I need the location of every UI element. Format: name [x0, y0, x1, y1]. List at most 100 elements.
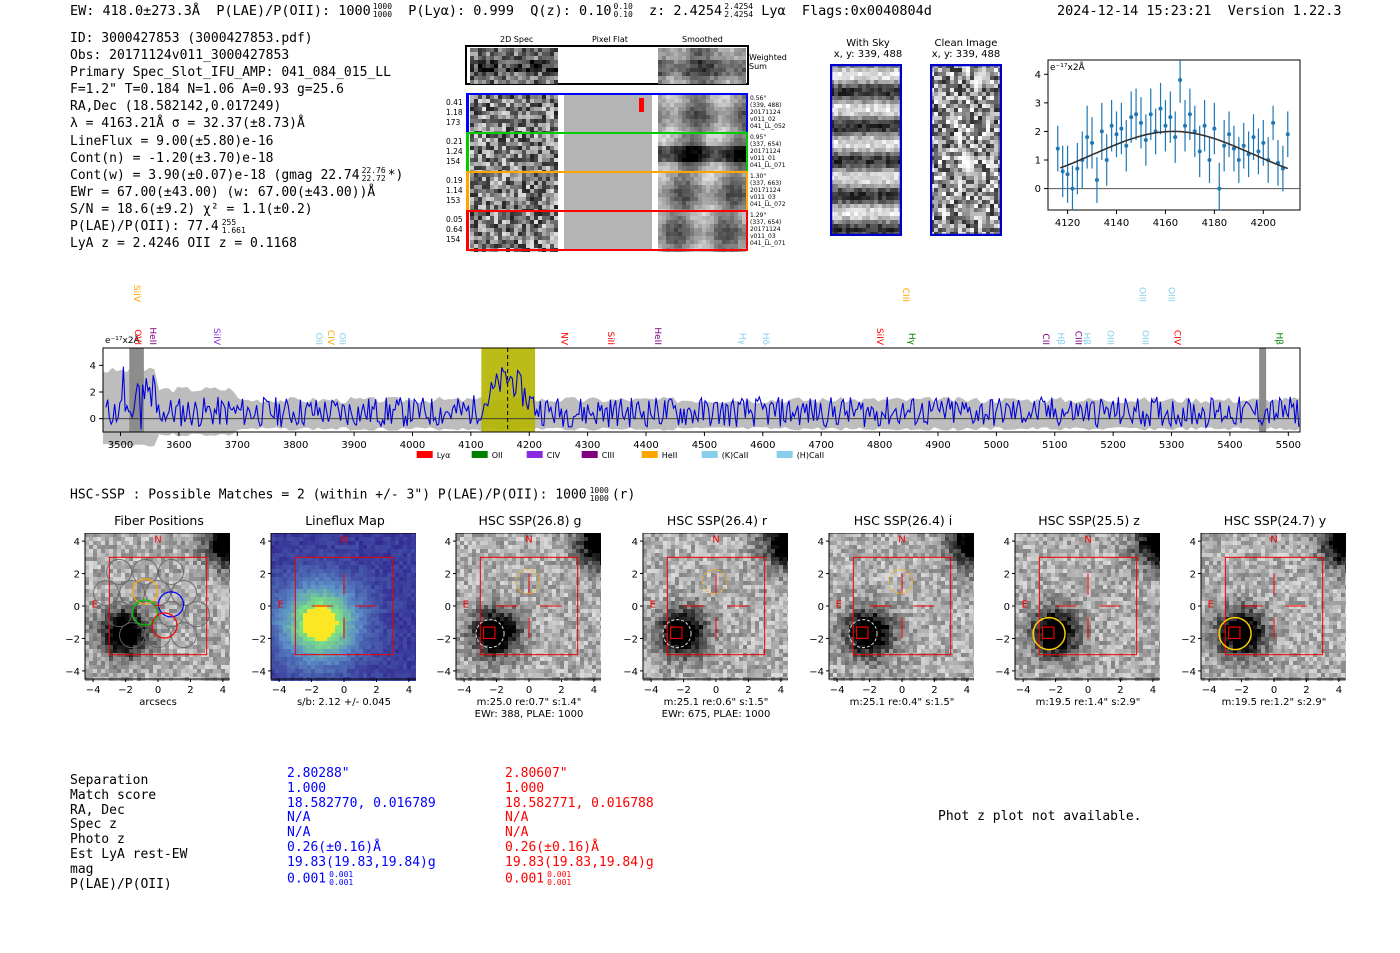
- info-contn: Cont(n) = -1.20(±3.70)e-18: [70, 150, 274, 166]
- spec-highlight: [481, 348, 536, 432]
- spec-xtick-label: 4800: [867, 440, 892, 451]
- compass-north: N: [340, 535, 347, 546]
- hsc-xtick-label: −2: [118, 685, 133, 696]
- info-contw-hi: 22.76: [361, 166, 386, 176]
- zoom-ytick-label: 2: [1035, 127, 1041, 138]
- zoom-data-point: [1099, 129, 1104, 134]
- cutout-right-value: 041_LL_071: [750, 162, 786, 169]
- cutout-header-smoothed: Smoothed: [682, 35, 723, 44]
- spec-mask-right: [1259, 348, 1267, 432]
- hsc-panel-3: 4 2 0 −2 −4 −4 −2 0 2 4 N E: [623, 533, 788, 696]
- hsc-panel-title: HSC SSP(24.7) y: [1223, 513, 1327, 528]
- fiber-red: [151, 612, 178, 639]
- spec-line-label: CIV: [1172, 330, 1182, 346]
- match-red-value: 1.000: [505, 780, 545, 796]
- header-plae: P(LAE)/P(OII): 1000: [216, 3, 371, 19]
- match-red-plae: 0.001: [505, 871, 545, 887]
- fiber-circle: [132, 558, 158, 585]
- hsc-xtick-label: 4: [220, 685, 226, 696]
- zoom-data-point: [1119, 126, 1124, 131]
- spec-line-label: SiIV: [131, 285, 141, 303]
- cutout-right-value: 0.95": [750, 134, 767, 141]
- hsc-panel-title: Lineflux Map: [305, 513, 385, 528]
- hsc-summary-text: HSC-SSP : Possible Matches = 2 (within +…: [70, 487, 587, 503]
- zoom-data-point: [1065, 172, 1070, 177]
- match-red-value: 0.26(±0.16)Å: [505, 839, 599, 855]
- zoom-data-point: [1256, 149, 1261, 154]
- info-lineflux: LineFlux = 9.00(±5.80)e-16: [70, 133, 274, 149]
- match-red-value: 2.80607": [505, 766, 568, 781]
- hsc-summary-end: (r): [611, 487, 636, 503]
- match-row-label: Est LyA rest-EW: [70, 846, 188, 862]
- hsc-summary-hi: 1000: [589, 486, 609, 495]
- hsc-ytick-label: 4: [818, 537, 824, 548]
- compass-north: N: [525, 535, 532, 546]
- match-labels: Separation Match score RA, Dec Spec z Photo …: [70, 773, 188, 892]
- hsc-xtick-label: −4: [1202, 685, 1217, 696]
- spec-flux-line: [105, 366, 1300, 430]
- cutout-right-label-1: 0.95" (337, 654) 20171124 v011_01 041_LL_071: [750, 134, 786, 169]
- cutout-right-value: v011_03: [750, 194, 776, 201]
- hsc-ytick-label: 0: [818, 602, 824, 613]
- spec-line-label: Hγ: [906, 333, 916, 346]
- cutout-marker-0: [466, 94, 469, 133]
- compass-east: E: [92, 600, 98, 611]
- cutout-left-label-0: 0.41 1.18 173: [446, 98, 463, 128]
- compass-east: E: [1208, 600, 1214, 611]
- info-plae-lo: 1.661: [221, 225, 246, 235]
- zoom-data-point: [1207, 158, 1212, 162]
- spec-xtick-label: 4500: [692, 440, 717, 451]
- zoom-xtick-label: 4120: [1055, 218, 1080, 229]
- hsc-xtick-label: 0: [1271, 685, 1277, 696]
- zoom-xtick-label: 4200: [1251, 218, 1276, 229]
- spec-line-label: OIII: [1104, 330, 1114, 345]
- info-radec: RA,Dec (18.582142,0.017249): [70, 99, 282, 115]
- cutout-right-value: (339, 488): [750, 102, 782, 109]
- cutout-header-2dspec: 2D Spec: [500, 35, 534, 44]
- zoom-data-point: [1090, 140, 1095, 145]
- cutout-2dspec-0: [470, 95, 558, 135]
- info-plae-hi: 255: [221, 217, 237, 227]
- cutout-right-value: v011_01: [750, 155, 776, 162]
- zoom-data-point: [1070, 186, 1075, 191]
- zoom-ytick-label: 4: [1035, 70, 1041, 81]
- header-flags: Flags:0x0040804d: [801, 3, 932, 19]
- hsc-ytick-label: −4: [809, 667, 824, 678]
- zoom-data-point: [1241, 143, 1246, 148]
- hsc-aperture-box: [852, 556, 952, 656]
- weighted-smoothed: [658, 48, 746, 84]
- zoom-data-point: [1134, 112, 1139, 117]
- spec-legend-label: HeII: [662, 451, 678, 460]
- hsc-xtick-label: 0: [155, 685, 161, 696]
- hsc-panel-1: 4 2 0 −2 −4 −4 −2 0 2 4 N E: [251, 533, 416, 696]
- hsc-panel-6: 4 2 0 −2 −4 −4 −2 0 2 4 N E: [1181, 533, 1346, 696]
- hsc-ytick-label: 0: [1190, 602, 1196, 613]
- zoom-data-point: [1129, 115, 1134, 120]
- spec-line-label: Hβ: [1055, 332, 1065, 345]
- spec-line-label: CIV: [325, 330, 335, 346]
- zoom-ytick-label: 3: [1035, 98, 1041, 109]
- spec-error-band: [103, 367, 1299, 447]
- hsc-xtick-label: −4: [644, 685, 659, 696]
- spec-xtick-label: 3900: [341, 440, 366, 451]
- zoom-data-point: [1075, 166, 1080, 171]
- hsc-ytick-label: 2: [74, 570, 80, 581]
- cutout-right-value: 0.56": [750, 95, 767, 102]
- hsc-xtick-label: 0: [526, 685, 532, 696]
- spec-line-label: OVI: [132, 329, 142, 345]
- zoom-data-point: [1173, 135, 1178, 140]
- cutout-2dspec-1: [470, 134, 558, 174]
- header-z-lo: 2.4254: [724, 10, 754, 19]
- spec-xtick-label: 5300: [1159, 440, 1184, 451]
- spec-xtick-label: 3600: [166, 440, 191, 451]
- spec-xtick-label: 4900: [925, 440, 950, 451]
- target-ellipse: [514, 569, 540, 595]
- source-ellipse-yellow: [1218, 616, 1252, 651]
- hsc-panel-caption-2: EWr: 388, PLAE: 1000: [474, 709, 584, 720]
- zoom-xtick-label: 4140: [1104, 218, 1129, 229]
- target-ellipse: [887, 569, 913, 595]
- spec-xtick-label: 4200: [517, 440, 542, 451]
- source-box: [482, 626, 496, 640]
- spec-line-label: OIII: [1166, 287, 1176, 302]
- info-lambda: λ = 4163.21Å σ = 32.37(±8.73)Å: [70, 116, 305, 132]
